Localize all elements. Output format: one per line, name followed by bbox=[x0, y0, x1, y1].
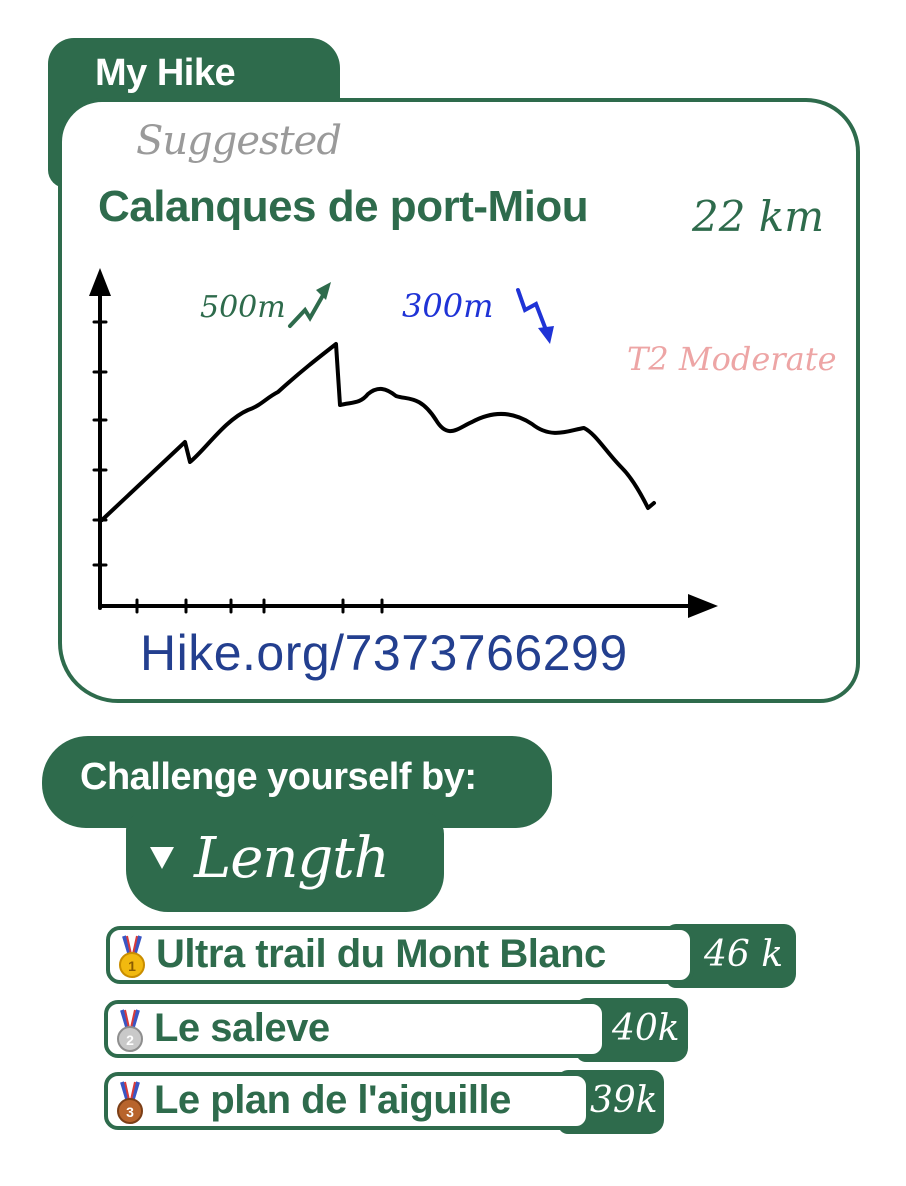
svg-text:3: 3 bbox=[126, 1104, 134, 1120]
gold-medal-icon: 1 bbox=[119, 935, 145, 978]
bronze-medal-icon: 3 bbox=[117, 1081, 143, 1124]
ranking-item-3[interactable]: 3 Le plan de l'aiguille 39k bbox=[104, 1070, 664, 1134]
ranking-value: 40k bbox=[612, 1008, 680, 1049]
ranking-value: 39k bbox=[590, 1080, 658, 1121]
sort-option-label[interactable]: Length bbox=[194, 826, 390, 891]
triangle-down-icon[interactable] bbox=[150, 847, 174, 869]
my-hike-title: My Hike bbox=[95, 52, 236, 94]
ranking-name: Le plan de l'aiguille bbox=[154, 1078, 511, 1122]
challenge-title: Challenge yourself by: bbox=[80, 756, 477, 798]
silver-medal-icon: 2 bbox=[117, 1009, 143, 1052]
difficulty-label: T2 Moderate bbox=[627, 340, 837, 378]
sort-dropdown[interactable] bbox=[126, 812, 444, 912]
svg-text:2: 2 bbox=[126, 1032, 134, 1048]
ranking-name: Ultra trail du Mont Blanc bbox=[156, 932, 606, 976]
hike-link[interactable]: Hike.org/7373766299 bbox=[140, 625, 628, 681]
svg-text:1: 1 bbox=[128, 958, 136, 974]
ranking-name: Le saleve bbox=[154, 1006, 330, 1050]
ranking-value: 46 k bbox=[704, 934, 784, 975]
descent-label: 300m bbox=[402, 287, 494, 325]
hike-name: Calanques de port-Miou bbox=[98, 182, 589, 231]
ranking-item-1[interactable]: 1 Ultra trail du Mont Blanc 46 k bbox=[106, 924, 796, 988]
suggested-label: Suggested bbox=[136, 118, 342, 164]
hike-distance: 22 km bbox=[692, 192, 825, 241]
ranking-item-2[interactable]: 2 Le saleve 40k bbox=[104, 998, 688, 1062]
ascent-label: 500m bbox=[200, 290, 286, 325]
